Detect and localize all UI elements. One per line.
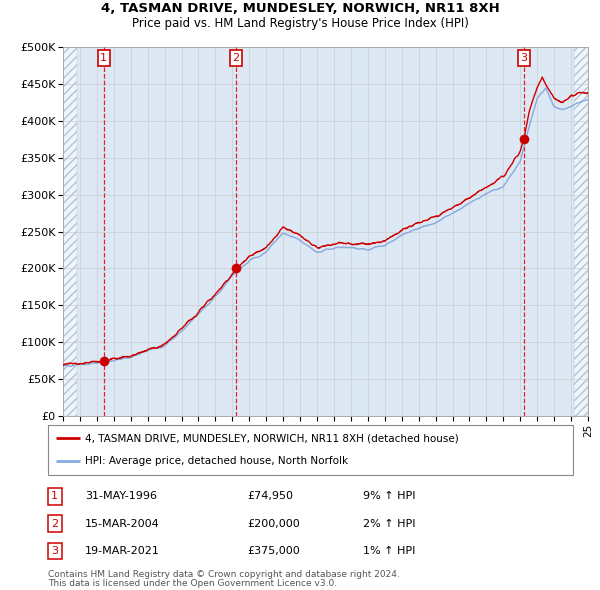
Text: 2: 2 (232, 53, 239, 63)
Text: £375,000: £375,000 (248, 546, 300, 556)
Text: £200,000: £200,000 (248, 519, 300, 529)
Text: 9% ↑ HPI: 9% ↑ HPI (363, 491, 415, 502)
Bar (63, 47, 77, 416)
Bar (574, 47, 588, 416)
Text: Contains HM Land Registry data © Crown copyright and database right 2024.: Contains HM Land Registry data © Crown c… (48, 570, 400, 579)
Text: 31-MAY-1996: 31-MAY-1996 (85, 491, 157, 502)
Text: 4, TASMAN DRIVE, MUNDESLEY, NORWICH, NR11 8XH (detached house): 4, TASMAN DRIVE, MUNDESLEY, NORWICH, NR1… (85, 433, 458, 443)
Text: 2: 2 (51, 519, 58, 529)
Text: 1: 1 (100, 53, 107, 63)
Text: 2% ↑ HPI: 2% ↑ HPI (363, 519, 415, 529)
Text: HPI: Average price, detached house, North Norfolk: HPI: Average price, detached house, Nort… (85, 457, 348, 467)
Text: 19-MAR-2021: 19-MAR-2021 (85, 546, 160, 556)
Text: Price paid vs. HM Land Registry's House Price Index (HPI): Price paid vs. HM Land Registry's House … (131, 17, 469, 30)
Text: £74,950: £74,950 (248, 491, 293, 502)
Text: 3: 3 (52, 546, 58, 556)
Text: 1% ↑ HPI: 1% ↑ HPI (363, 546, 415, 556)
Text: 4, TASMAN DRIVE, MUNDESLEY, NORWICH, NR11 8XH: 4, TASMAN DRIVE, MUNDESLEY, NORWICH, NR1… (101, 2, 499, 15)
Text: This data is licensed under the Open Government Licence v3.0.: This data is licensed under the Open Gov… (48, 579, 337, 588)
Text: 1: 1 (52, 491, 58, 502)
Text: 3: 3 (520, 53, 527, 63)
Bar (63, 47, 77, 416)
Text: 15-MAR-2004: 15-MAR-2004 (85, 519, 160, 529)
FancyBboxPatch shape (48, 425, 573, 475)
Bar (574, 47, 588, 416)
